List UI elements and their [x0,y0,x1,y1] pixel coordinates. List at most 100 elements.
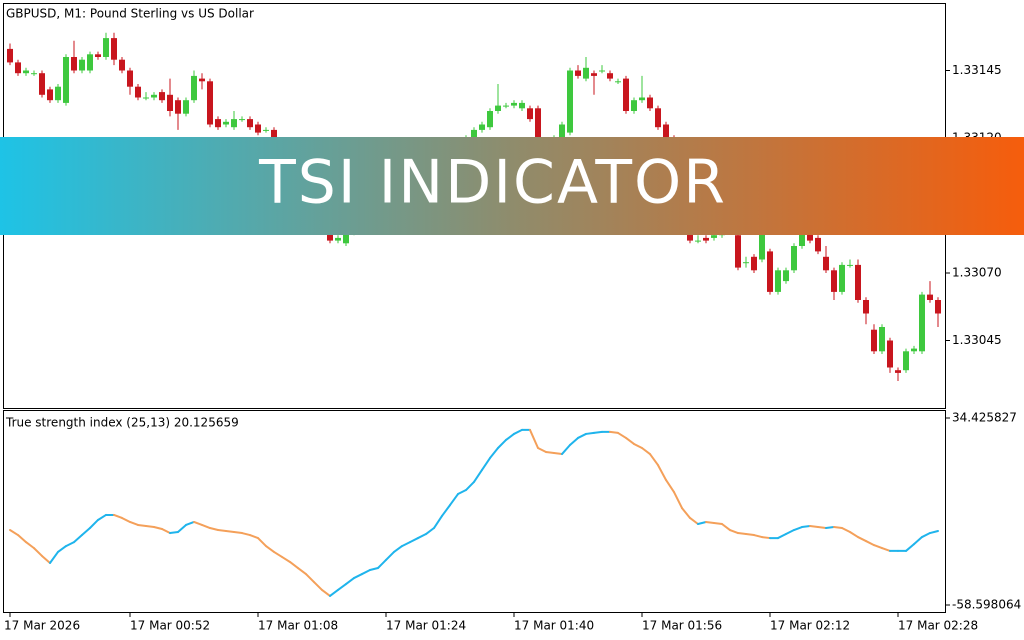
candle-body [487,111,493,128]
tsi-segment [721,522,731,532]
tsi-segment [681,507,691,519]
tsi-segment [433,514,443,530]
tsi-segment [865,540,875,547]
candle-body [495,105,501,111]
candle-body [119,59,125,71]
tsi-segment [481,457,491,471]
candle-body [239,119,245,121]
candle-body [183,100,189,114]
tsi-segment [537,447,547,454]
tsi-segment [57,545,67,553]
tsi-segment [369,567,379,572]
tsi-segment [225,530,235,534]
tsi-segment [161,528,171,535]
tsi-segment [169,531,179,535]
candle-body [767,251,773,292]
tsi-segment [473,468,483,483]
candle-body [775,270,781,292]
tsi-segment [505,432,515,441]
tsi-segment [337,583,347,591]
candle-body [927,294,933,300]
tsi-segment [881,547,891,552]
tsi-segment [489,447,499,460]
tsi-segment [273,550,283,558]
tsi-segment [313,581,323,591]
candle-body [935,300,941,314]
candle-body [839,264,845,292]
tsi-segment [289,560,299,570]
x-tick-label: 17 Mar 02:28 [898,619,978,633]
tsi-segment [73,534,83,544]
candle-body [103,38,109,57]
tsi-segment [377,558,387,570]
candle-body [783,270,789,282]
tsi-segment [305,573,315,584]
tsi-segment [121,516,131,523]
tsi-segment [585,431,595,435]
tsi-segment [177,523,187,534]
candle-body [903,351,909,371]
candle-body [815,237,821,252]
candle-body [79,59,85,71]
tsi-segment [41,554,51,564]
candle-body [711,235,717,238]
candle-body [23,70,29,74]
tsi-segment [785,529,795,536]
indicator-panel [3,410,946,613]
y-tick-label: 1.33145 [952,63,1002,77]
candle-body [135,86,141,98]
tsi-segment [361,569,371,576]
banner-text: TSI INDICATOR [258,148,727,218]
tsi-segment [833,526,843,530]
tsi-segment [809,525,819,529]
candle-body [631,100,637,111]
x-tick-label: 17 Mar 00:52 [130,619,210,633]
tsi-segment [609,430,619,434]
candle-body [583,67,589,79]
tsi-segment [281,555,291,563]
candle-body [31,73,37,75]
tsi-segment [673,491,683,510]
candle-body [703,237,709,241]
tsi-segment [329,588,339,597]
y-tick-label: 1.33045 [952,333,1002,347]
candle-body [535,108,541,144]
tsi-segment [921,532,931,539]
candle-body [615,81,621,83]
tsi-segment [321,588,331,597]
candle-body [567,70,573,133]
candle-body [503,105,509,107]
candle-body [255,124,261,133]
candle-body [511,102,517,106]
candle-body [95,54,101,57]
tsi-segment [905,543,915,552]
candle-body [575,70,581,76]
tsi-segment [49,550,59,564]
tsi-segment [425,527,435,536]
candle-body [607,73,613,79]
tsi-segment [33,547,43,557]
tsi-segment [457,489,467,496]
tsi-segment [617,431,627,439]
tsi-segment [81,527,91,537]
candle-body [751,256,757,271]
tsi-segment [153,526,163,531]
tsi-segment [497,438,507,450]
tsi-segment [89,518,99,530]
tsi-segment [417,533,427,540]
tsi-segment [113,513,123,519]
candle-body [39,73,45,95]
tsi-segment [745,533,755,537]
tsi-segment [17,534,27,544]
tsi-segment [873,544,883,550]
candle-body [863,300,869,314]
tsi-segment [929,530,939,535]
candle-body [231,119,237,128]
candle-body [559,124,565,138]
y-tick-label: 34.425827 [952,411,1017,425]
candle-body [199,78,205,82]
candle-body [343,232,349,244]
candle-body [55,86,61,101]
